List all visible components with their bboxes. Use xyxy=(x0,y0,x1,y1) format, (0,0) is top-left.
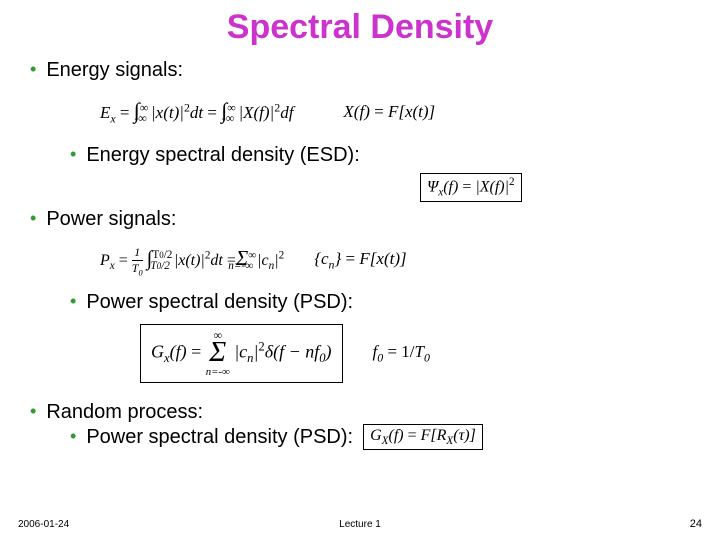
bullet-icon: • xyxy=(70,291,76,312)
bullet-psd: Power spectral density (PSD): xyxy=(86,291,353,314)
bullet-icon: • xyxy=(70,426,76,447)
bullet-esd: Energy spectral density (ESD): xyxy=(86,144,359,167)
eq-xf-fourier: X(f) = F[x(t)] xyxy=(343,102,435,122)
footer-page-number: 24 xyxy=(690,518,702,530)
eq-psd-box: Gx(f) = ∞Σn=-∞ |cn|2δ(f − nf0) xyxy=(140,324,343,383)
footer-date: 2006-01-24 xyxy=(18,519,69,530)
bullet-icon: • xyxy=(30,59,36,80)
bullet-psd-random: Power spectral density (PSD): xyxy=(86,426,353,449)
bullet-energy-signals: Energy signals: xyxy=(46,59,183,82)
bullet-power-signals: Power signals: xyxy=(46,208,176,231)
eq-energy-integral: Ex = ∫∞-∞ |x(t)|2dt = ∫∞-∞ |X(f)|2df xyxy=(100,98,293,126)
bullet-random-process: Random process: xyxy=(46,401,203,424)
footer-lecture: Lecture 1 xyxy=(339,519,381,530)
eq-cn-fourier: {cn} = F[x(t)] xyxy=(314,249,406,272)
bullet-icon: • xyxy=(70,144,76,165)
eq-random-box: GX(f) = F[RX(τ)] xyxy=(363,424,483,450)
eq-f0-def: f0 = 1/T0 xyxy=(373,342,430,365)
slide-title: Spectral Density xyxy=(0,0,720,47)
bullet-icon: • xyxy=(30,208,36,229)
eq-power-integral: Px = 1T0 ∫T0/2T0/2 |x(t)|2dt =Σ∞n=-∞ |cn… xyxy=(100,245,284,277)
bullet-icon: • xyxy=(30,401,36,422)
eq-esd-box: Ψx(f) = |X(f)|2 xyxy=(420,173,522,202)
